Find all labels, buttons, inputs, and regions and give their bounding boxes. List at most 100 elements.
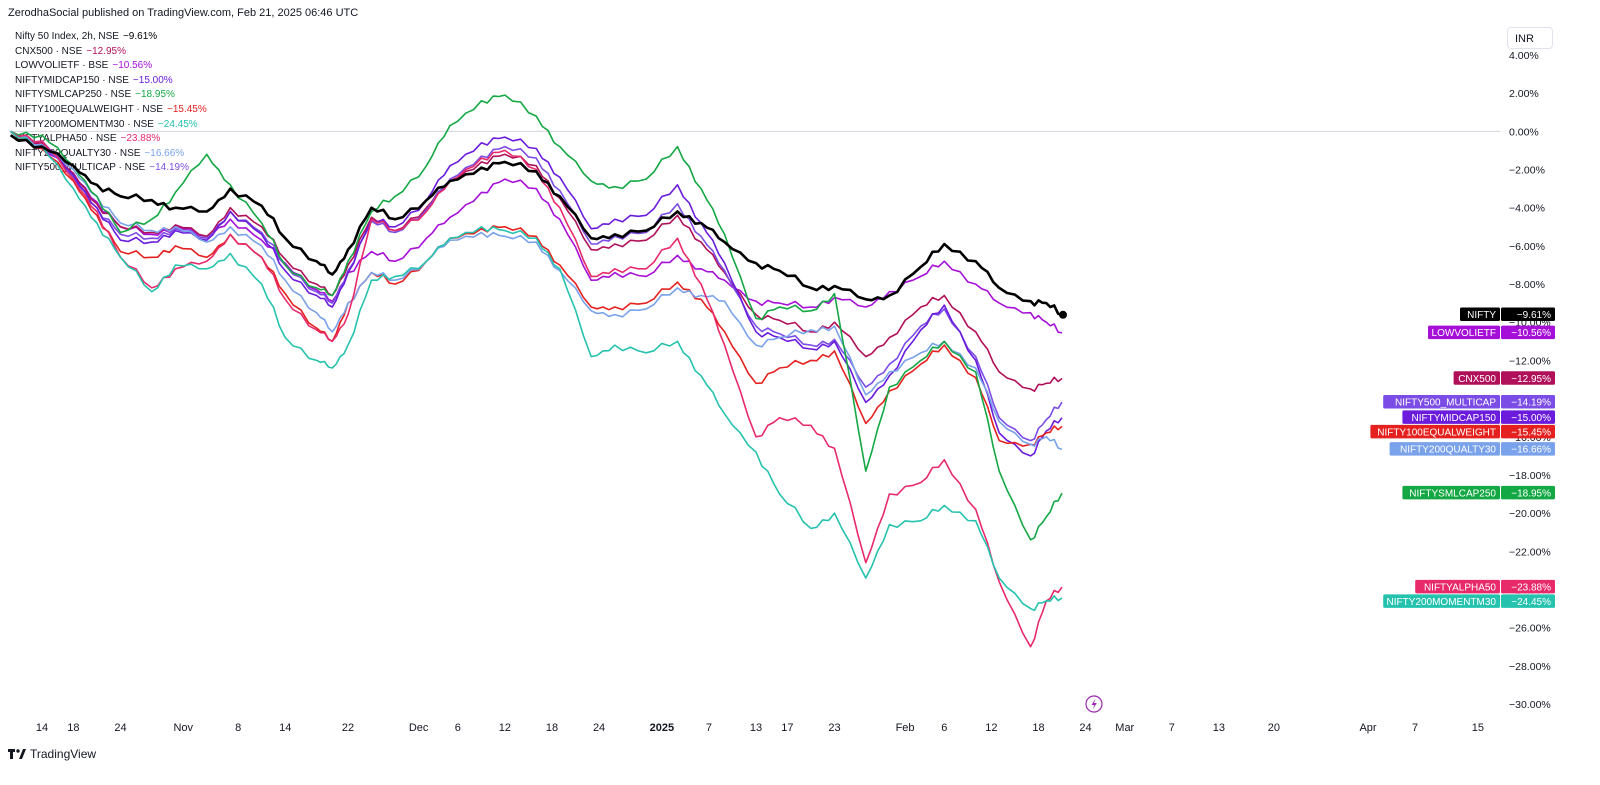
series-line-nifty200momentm30 bbox=[10, 130, 1063, 612]
x-tick-label: Mar bbox=[1115, 722, 1134, 734]
y-tick-label: 0.00% bbox=[1509, 126, 1539, 138]
series-lines bbox=[9, 94, 1067, 648]
x-tick-label: 7 bbox=[1412, 722, 1418, 734]
tradingview-brand: TradingView bbox=[30, 747, 97, 761]
legend-name: NIFTYALPHA50 · NSE bbox=[15, 133, 117, 145]
x-tick-label: 6 bbox=[455, 722, 461, 734]
lightning-icon[interactable] bbox=[1085, 695, 1103, 713]
x-tick-label: 14 bbox=[279, 722, 291, 734]
x-tick-label: 15 bbox=[1472, 722, 1484, 734]
price-label-value: −23.88% bbox=[1511, 582, 1551, 593]
price-label-value: −18.95% bbox=[1511, 488, 1551, 499]
x-tick-label: 17 bbox=[781, 722, 793, 734]
tradingview-footer: TradingView bbox=[8, 747, 96, 761]
price-label-name: LOWVOLIETF bbox=[1432, 328, 1496, 339]
x-tick-label: 13 bbox=[1213, 722, 1225, 734]
series-line-nifty bbox=[9, 134, 1063, 317]
legend-item[interactable]: NIFTYSMLCAP250 · NSE −18.95% bbox=[15, 88, 207, 103]
line-chart: 4.00% 2.00% 0.00% −2.00% −4.00% −6.00% −8.00% −… bbox=[9, 50, 1555, 734]
legend-name: Nifty 50 Index, 2h, NSE bbox=[15, 31, 119, 42]
y-tick-label: −4.00% bbox=[1509, 203, 1545, 215]
series-line-nifty500_multicap bbox=[10, 130, 1063, 442]
x-tick-label: 18 bbox=[1032, 722, 1044, 734]
price-label-value: −12.95% bbox=[1511, 374, 1551, 385]
y-tick-label: 4.00% bbox=[1509, 50, 1539, 62]
nifty-end-dot bbox=[1059, 310, 1067, 319]
price-label-nifty200momentm30: NIFTY200MOMENTM30 −24.45% bbox=[1383, 594, 1555, 608]
legend-value: −23.88% bbox=[120, 133, 161, 145]
series-line-niftysmlcap250 bbox=[10, 94, 1063, 541]
series-line-niftyalpha50 bbox=[10, 130, 1063, 648]
price-label-cnx500: CNX500 −12.95% bbox=[1453, 371, 1555, 385]
series-line-lowvolietf bbox=[10, 130, 1063, 334]
legend-name: NIFTY200QUALTY30 · NSE bbox=[15, 147, 141, 159]
price-label-name: NIFTY200QUALTY30 bbox=[1400, 445, 1496, 456]
legend-name: NIFTYMIDCAP150 · NSE bbox=[15, 74, 129, 86]
price-label-name: NIFTYALPHA50 bbox=[1424, 582, 1496, 593]
legend-value: −18.95% bbox=[135, 89, 175, 101]
price-label-name: NIFTY500_MULTICAP bbox=[1395, 397, 1496, 408]
legend-name: NIFTY100EQUALWEIGHT · NSE bbox=[15, 103, 163, 115]
legend-value: −15.00% bbox=[132, 74, 173, 86]
x-tick-label: 22 bbox=[342, 722, 354, 734]
series-line-cnx500 bbox=[10, 130, 1063, 392]
legend-item[interactable]: NIFTY200MOMENTM30 · NSE −24.45% bbox=[15, 118, 207, 133]
y-tick-label: 2.00% bbox=[1509, 88, 1539, 100]
price-label-name: NIFTY100EQUALWEIGHT bbox=[1377, 427, 1496, 438]
x-tick-label: 8 bbox=[235, 722, 241, 734]
x-tick-label: 2025 bbox=[650, 722, 674, 734]
y-tick-label: −12.00% bbox=[1509, 355, 1551, 367]
series-line-nifty200qualty30 bbox=[10, 130, 1063, 451]
x-tick-label: 12 bbox=[499, 722, 511, 734]
legend-item[interactable]: NIFTYMIDCAP150 · NSE −15.00% bbox=[15, 74, 207, 89]
x-tick-label: 7 bbox=[706, 722, 712, 734]
x-tick-label: 24 bbox=[1079, 722, 1091, 734]
x-tick-label: Apr bbox=[1359, 722, 1376, 734]
x-tick-label: 13 bbox=[750, 722, 762, 734]
price-label-value: −14.19% bbox=[1511, 397, 1551, 408]
legend-name: NIFTY200MOMENTM30 · NSE bbox=[15, 118, 154, 130]
legend-item[interactable]: NIFTY100EQUALWEIGHT · NSE −15.45% bbox=[15, 103, 207, 118]
currency-button[interactable]: INR bbox=[1507, 27, 1553, 49]
price-labels: NIFTY −9.61% LOWVOLIETF −10.56% CNX500 −12.95… bbox=[1370, 307, 1555, 608]
y-tick-label: −30.00% bbox=[1509, 699, 1551, 711]
y-tick-label: −18.00% bbox=[1509, 470, 1551, 482]
tradingview-logo-icon bbox=[8, 749, 26, 759]
x-tick-label: 7 bbox=[1169, 722, 1175, 734]
x-tick-label: 20 bbox=[1268, 722, 1280, 734]
price-label-nifty100equalweight: NIFTY100EQUALWEIGHT −15.45% bbox=[1370, 424, 1555, 439]
legend-name: LOWVOLIETF · BSE bbox=[15, 60, 109, 72]
legend-name: NIFTY500_MULTICAP · NSE bbox=[15, 162, 146, 174]
x-tick-label: 18 bbox=[546, 722, 558, 734]
legend-value: −14.19% bbox=[149, 162, 189, 174]
price-label-name: NIFTYMIDCAP150 bbox=[1412, 413, 1497, 424]
price-label-name: NIFTYSMLCAP250 bbox=[1409, 488, 1496, 499]
legend-item[interactable]: NIFTYALPHA50 · NSE −23.88% bbox=[15, 132, 207, 147]
legend-value: −24.45% bbox=[157, 118, 198, 130]
price-label-niftyalpha50: NIFTYALPHA50 −23.88% bbox=[1415, 579, 1555, 594]
legend-value: −9.61% bbox=[122, 31, 158, 42]
y-tick-label: −20.00% bbox=[1509, 508, 1551, 520]
legend-name: NIFTYSMLCAP250 · NSE bbox=[15, 89, 132, 101]
legend-item[interactable]: NIFTY200QUALTY30 · NSE −16.66% bbox=[15, 147, 207, 162]
publish-info: ZerodhaSocial published on TradingView.c… bbox=[8, 7, 359, 19]
price-label-nifty: NIFTY −9.61% bbox=[1460, 307, 1555, 322]
y-tick-label: −28.00% bbox=[1509, 661, 1551, 673]
legend-value: −10.56% bbox=[112, 60, 153, 72]
legend-item[interactable]: LOWVOLIETF · BSE −10.56% bbox=[15, 59, 207, 74]
legend-item[interactable]: NIFTY500_MULTICAP · NSE −14.19% bbox=[15, 161, 207, 176]
legend-name: CNX500 · NSE bbox=[15, 45, 83, 57]
legend-item[interactable]: CNX500 · NSE −12.95% bbox=[15, 45, 207, 60]
legend-item[interactable]: Nifty 50 Index, 2h, NSE −9.61% bbox=[15, 30, 207, 45]
price-label-value: −9.61% bbox=[1517, 310, 1551, 321]
legend-value: −16.66% bbox=[144, 147, 185, 159]
price-label-value: −24.45% bbox=[1511, 597, 1551, 608]
price-label-name: NIFTY200MOMENTM30 bbox=[1387, 597, 1497, 608]
y-tick-label: −8.00% bbox=[1509, 279, 1545, 291]
x-tick-label: Dec bbox=[409, 722, 429, 734]
y-tick-label: −6.00% bbox=[1509, 241, 1545, 253]
y-tick-label: −22.00% bbox=[1509, 546, 1551, 558]
price-label-nifty500_multicap: NIFTY500_MULTICAP −14.19% bbox=[1383, 394, 1555, 409]
price-label-niftysmlcap250: NIFTYSMLCAP250 −18.95% bbox=[1402, 485, 1555, 500]
